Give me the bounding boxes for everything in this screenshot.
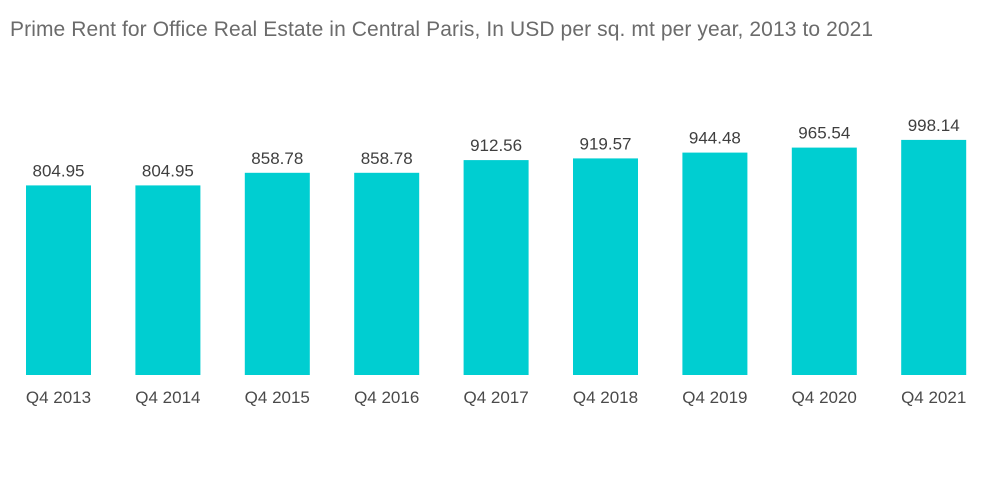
x-tick-label: Q4 2013 (26, 388, 91, 407)
data-label: 858.78 (251, 149, 303, 168)
bar-q4-2019 (682, 152, 748, 375)
bar-q4-2015 (244, 172, 310, 375)
data-label: 858.78 (361, 149, 413, 168)
data-label: 965.54 (798, 124, 850, 143)
bar-q4-2020 (791, 147, 857, 375)
x-tick-label: Q4 2014 (135, 388, 200, 407)
data-label: 804.95 (33, 161, 85, 180)
bar-q4-2016 (354, 172, 420, 375)
data-label: 944.48 (689, 129, 741, 148)
x-tick-label: Q4 2015 (245, 388, 310, 407)
data-label: 912.56 (470, 136, 522, 155)
bar-q4-2018 (573, 158, 638, 375)
value-labels-layer: 804.95 804.95 858.78 858.78 912.56 919.57 944.… (33, 116, 960, 181)
data-label: 804.95 (142, 161, 194, 180)
bar-q4-2021 (901, 139, 967, 375)
bars-layer (26, 139, 967, 375)
x-tick-label: Q4 2016 (354, 388, 419, 407)
x-tick-label: Q4 2019 (682, 388, 747, 407)
data-label: 919.57 (580, 134, 632, 153)
data-label: 998.14 (908, 116, 960, 135)
bar-q4-2014 (135, 185, 201, 375)
x-tick-label: Q4 2021 (901, 388, 966, 407)
bar-q4-2013 (26, 185, 91, 375)
x-tick-label: Q4 2020 (792, 388, 857, 407)
x-axis-tick-labels: Q4 2013 Q4 2014 Q4 2015 Q4 2016 Q4 2017 Q4 20… (26, 388, 966, 407)
bar-q4-2017 (463, 160, 529, 375)
x-tick-label: Q4 2017 (463, 388, 528, 407)
chart-title: Prime Rent for Office Real Estate in Cen… (10, 18, 874, 41)
x-tick-label: Q4 2018 (573, 388, 638, 407)
